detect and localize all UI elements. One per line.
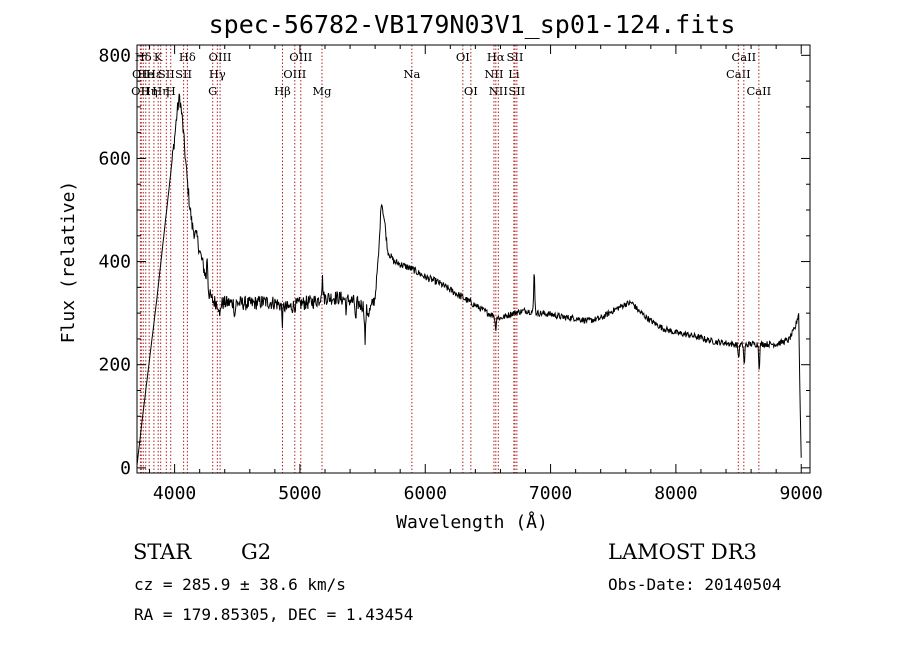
marker-label-22: NII [484, 67, 503, 81]
marker-label-3: He [137, 67, 154, 81]
marker-label-23: Hα [487, 50, 505, 64]
marker-label-28: CaII [726, 67, 751, 81]
spectrum-line [136, 93, 802, 466]
x-tick-label-5000: 5000 [278, 483, 321, 504]
x-tick-label-7000: 7000 [529, 483, 572, 504]
observation-date: Obs-Date: 20140504 [608, 575, 782, 594]
object-subclass: G2 [241, 540, 272, 564]
marker-label-10: SII [175, 67, 192, 81]
y-tick-label-400: 400 [98, 252, 131, 273]
marker-label-21: OI [464, 84, 478, 98]
redshift-velocity: cz = 285.9 ± 38.6 km/s [134, 575, 346, 594]
marker-label-26: SII [506, 50, 523, 64]
x-tick-label-6000: 6000 [404, 483, 447, 504]
y-tick-label-800: 800 [98, 45, 131, 66]
marker-label-8: SII [158, 67, 175, 81]
marker-label-25: Li [508, 67, 520, 81]
marker-label-0: OII [131, 84, 150, 98]
marker-label-12: G [208, 84, 217, 98]
marker-label-20: OI [456, 50, 470, 64]
marker-label-13: Hγ [209, 67, 226, 81]
marker-label-17: OIII [289, 50, 312, 64]
marker-label-7: Hη [152, 84, 169, 98]
x-tick-label-4000: 4000 [153, 483, 196, 504]
marker-label-11: Hδ [179, 50, 196, 64]
marker-label-29: CaII [731, 50, 756, 64]
marker-label-18: Mg [312, 84, 332, 98]
x-tick-label-8000: 8000 [654, 483, 697, 504]
marker-label-9: H [166, 84, 176, 98]
x-axis-label: Wavelength (Å) [396, 511, 548, 533]
marker-label-30: CaII [746, 84, 771, 98]
marker-label-27: SII [508, 84, 525, 98]
marker-label-19: Na [403, 67, 420, 81]
marker-label-2: Hδ [135, 50, 152, 64]
marker-label-16: OIII [283, 67, 306, 81]
marker-label-6: K [154, 50, 163, 64]
marker-label-24: NII [489, 84, 508, 98]
object-class: STAR [133, 540, 192, 564]
coordinates: RA = 179.85305, DEC = 1.43454 [134, 605, 414, 624]
marker-label-15: Hβ [274, 84, 291, 98]
y-axis-label: Flux (relative) [58, 181, 79, 344]
axis-ticks: 4000 5000 6000 7000 8000 9000 0 200 400 600 800 [98, 45, 823, 504]
chart-title: spec-56782-VB179N03V1_sp01-124.fits [209, 10, 736, 39]
line-markers: OIIOIIHδHeHηHεKHηSIIHSIIHδGHγOIIIHβOIIIO… [131, 45, 771, 473]
y-tick-label-600: 600 [98, 148, 131, 169]
marker-label-14: OIII [209, 50, 232, 64]
x-tick-label-9000: 9000 [780, 483, 823, 504]
plot-frame [136, 44, 811, 474]
y-tick-label-0: 0 [120, 458, 131, 479]
y-tick-label-200: 200 [98, 355, 131, 376]
survey-name: LAMOST DR3 [608, 540, 757, 564]
